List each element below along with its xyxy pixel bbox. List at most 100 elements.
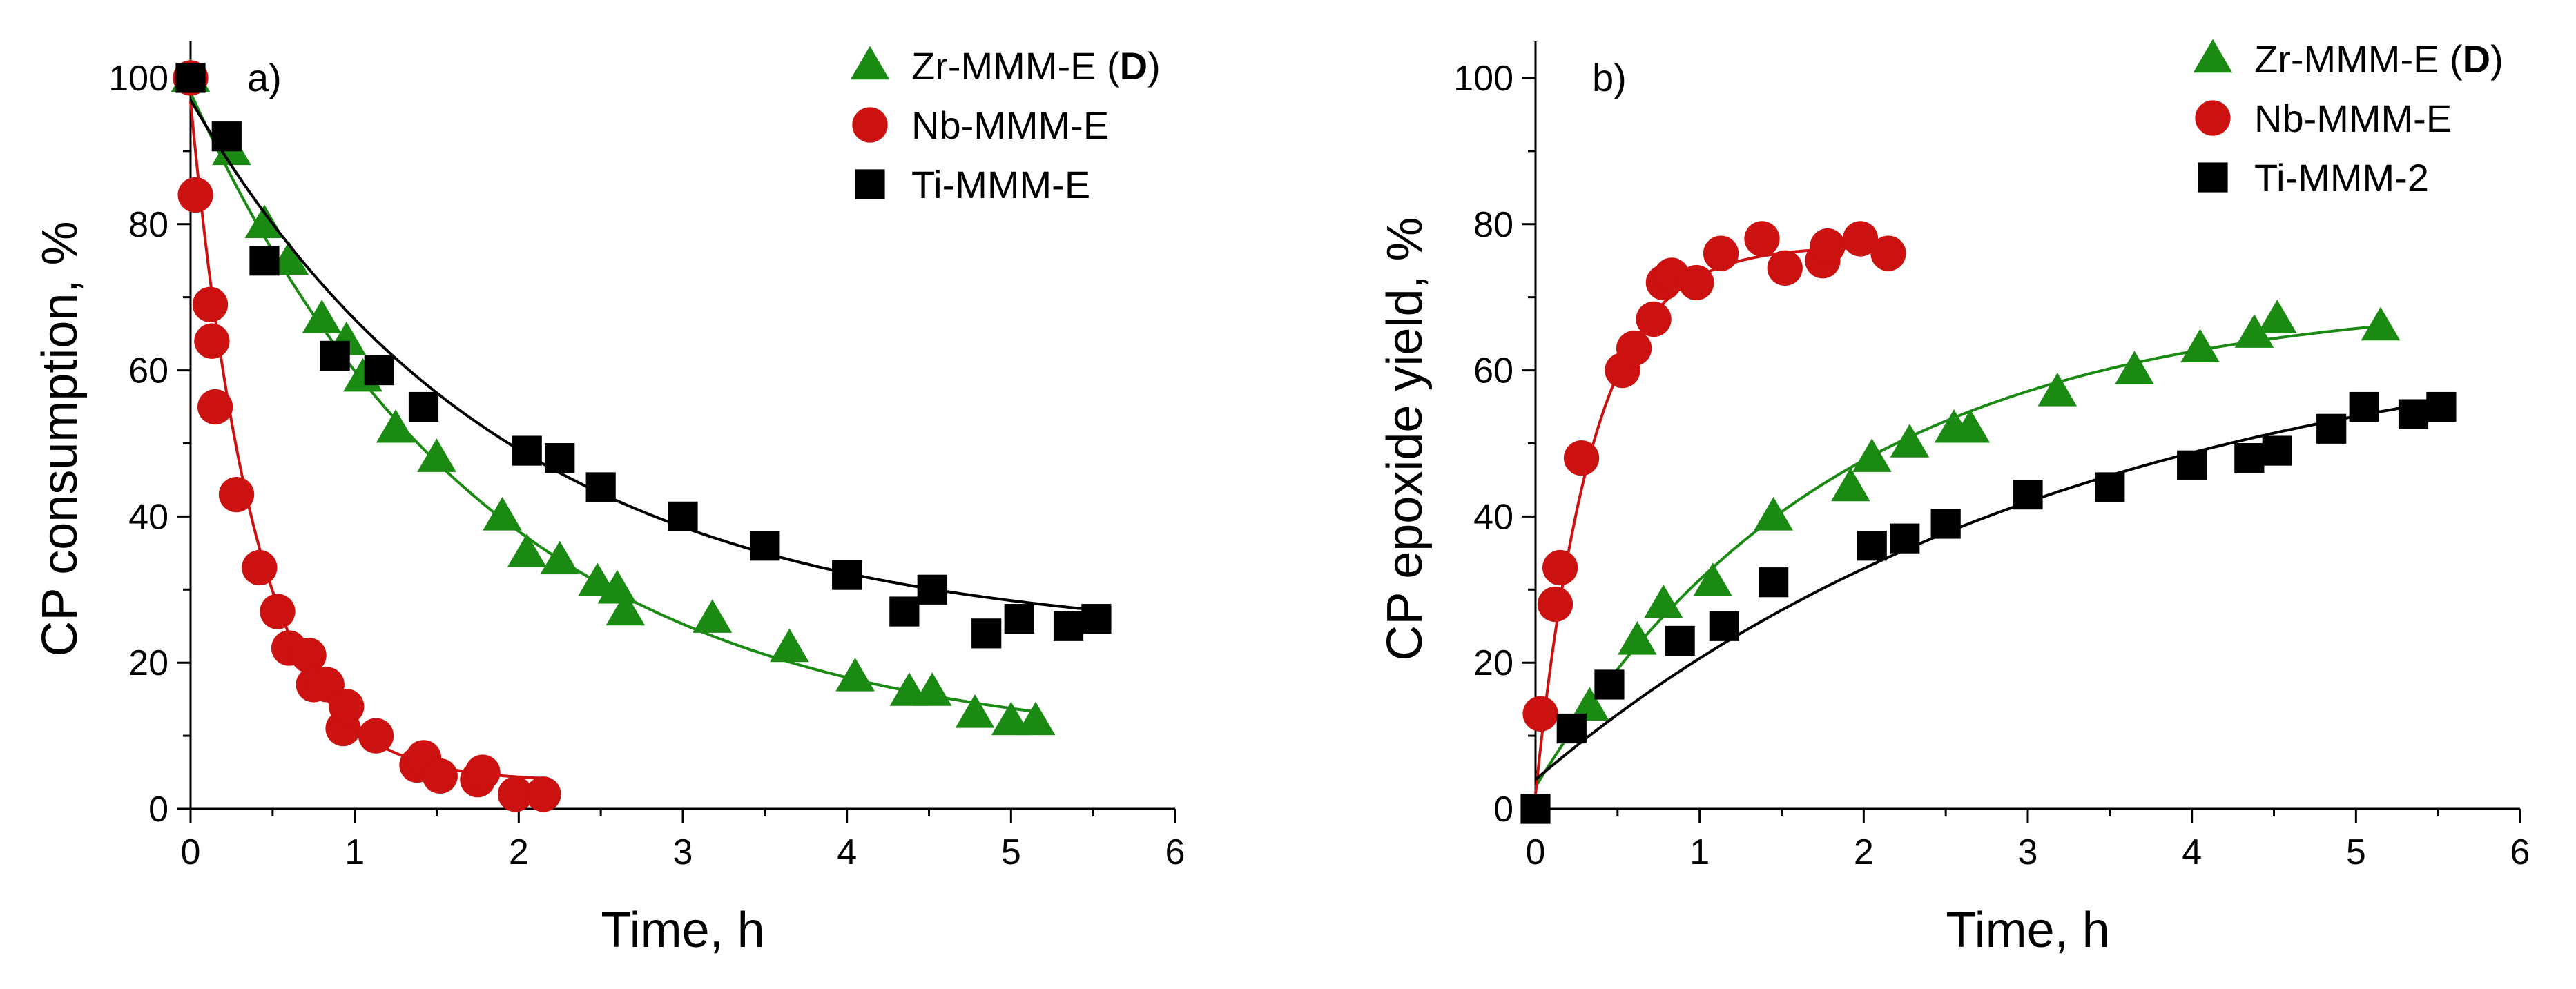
x-tick-label: 6 (2510, 832, 2530, 872)
data-point-ti (512, 435, 542, 466)
data-point-ti (320, 340, 350, 371)
data-point-nb (1703, 235, 1739, 271)
data-point-zr (1618, 621, 1657, 655)
data-point-zr (1644, 585, 1683, 618)
data-point-ti (2234, 443, 2265, 473)
y-tick-label: 40 (128, 497, 168, 537)
data-point-ti (2262, 435, 2292, 466)
series-nb (1522, 221, 1906, 795)
legend-label-bold: D (1120, 44, 1147, 88)
data-point-ti (832, 560, 862, 590)
data-point-zr (507, 533, 547, 567)
x-tick-label: 0 (181, 832, 201, 872)
data-point-ti (545, 443, 575, 473)
data-point-zr (2234, 314, 2274, 348)
legend-label-bold: D (2463, 37, 2490, 81)
x-tick-label: 3 (2018, 832, 2038, 872)
data-point-nb (1842, 221, 1879, 257)
data-point-nb (192, 286, 229, 322)
data-point-ti (2426, 391, 2457, 422)
data-point-zr (912, 672, 952, 706)
x-tick-label: 4 (2182, 832, 2202, 872)
data-point-ti (1053, 611, 1084, 641)
data-point-ti (889, 596, 920, 627)
legend-label-nb: Nb-MMM-E (911, 104, 1109, 147)
data-point-ti (1004, 604, 1034, 634)
x-tick-label: 3 (673, 832, 693, 872)
data-point-ti (364, 355, 394, 386)
legend-label-part: ) (2490, 37, 2504, 81)
x-tick-label: 2 (1854, 832, 1874, 872)
data-point-ti (971, 618, 1002, 649)
data-point-ti (1709, 611, 1739, 641)
data-point-zr (417, 438, 456, 472)
data-point-zr (483, 497, 522, 531)
x-tick-label: 2 (509, 832, 529, 872)
data-point-nb (525, 776, 561, 812)
y-tick-label: 80 (128, 205, 168, 245)
data-point-nb (194, 323, 230, 359)
data-point-ti (1556, 713, 1587, 744)
data-point-nb (1744, 221, 1780, 257)
x-tick-label: 4 (837, 832, 857, 872)
data-point-zr (1693, 562, 1733, 596)
data-point-nb (422, 758, 458, 794)
y-tick-label: 20 (128, 643, 168, 683)
data-point-ti (408, 391, 439, 422)
data-point-zr (2361, 306, 2401, 341)
data-point-ti (1930, 509, 1961, 539)
series-ti (1520, 391, 2457, 824)
data-point-zr (770, 628, 809, 663)
series-zr (1534, 300, 2401, 788)
legend-label-nb: Nb-MMM-E (2254, 97, 2452, 140)
data-point-ti (249, 246, 280, 276)
legend-marker-nb (852, 107, 888, 143)
data-point-ti (211, 121, 242, 152)
data-point-nb (1537, 586, 1573, 623)
data-point-nb (1542, 549, 1578, 586)
data-point-ti (2013, 480, 2043, 510)
data-point-zr (606, 591, 646, 626)
legend-label-zr: Zr-MMM-E (D) (911, 44, 1161, 88)
data-point-ti (2349, 391, 2379, 422)
data-point-zr (1016, 701, 1056, 736)
data-point-nb (242, 549, 278, 586)
panel-label: b) (1592, 56, 1627, 99)
y-axis-title: CP epoxide yield, % (1377, 217, 1433, 660)
legend-label-part: Nb-MMM-E (911, 104, 1109, 147)
legend-label-part: ) (1147, 44, 1161, 88)
data-point-zr (955, 694, 995, 728)
data-point-ti (1520, 794, 1551, 824)
x-tick-label: 0 (1526, 832, 1546, 872)
data-point-zr (693, 599, 733, 633)
series-zr (171, 58, 1056, 736)
data-point-ti (1857, 531, 1887, 561)
data-point-zr (2115, 351, 2154, 384)
data-point-nb (465, 754, 501, 790)
x-axis-title: Time, h (1946, 903, 2109, 958)
data-point-zr (302, 300, 342, 333)
data-point-nb (1870, 235, 1906, 271)
series-nb (173, 60, 561, 812)
y-tick-label: 60 (128, 351, 168, 391)
data-point-zr (991, 701, 1031, 736)
data-point-ti (1594, 669, 1625, 700)
y-tick-label: 0 (148, 790, 168, 830)
data-point-ti (917, 574, 947, 605)
data-point-zr (1950, 409, 1991, 443)
legend-marker-zr (2193, 39, 2233, 73)
data-point-zr (1852, 438, 1892, 472)
data-point-ti (668, 501, 698, 531)
data-point-ti (2398, 399, 2429, 429)
data-point-zr (835, 658, 875, 692)
data-point-nb (1636, 301, 1672, 337)
fit-curve-ti (1534, 400, 2442, 781)
data-point-zr (1890, 424, 1930, 458)
data-point-zr (1754, 497, 1793, 531)
y-tick-label: 0 (1493, 790, 1513, 830)
data-point-nb (329, 689, 365, 725)
data-point-zr (2257, 300, 2297, 333)
data-point-ti (585, 472, 616, 502)
legend-label-part: Zr-MMM-E ( (2254, 37, 2463, 81)
